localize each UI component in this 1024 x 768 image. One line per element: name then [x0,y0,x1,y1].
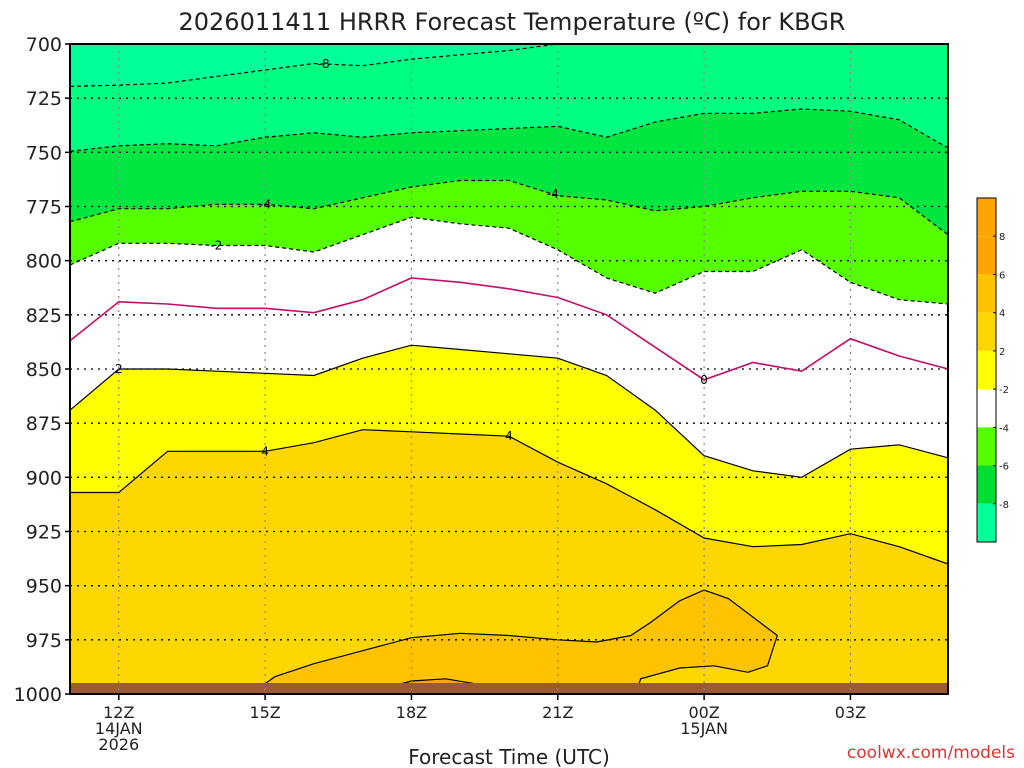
colorbar-segment [977,274,996,313]
contour-label: 0 [700,373,708,387]
y-tick-label: 800 [26,251,62,273]
y-tick-label: 825 [26,305,62,327]
y-tick-label: 925 [26,522,62,544]
x-tick-label: 15JAN [680,719,728,738]
axes: 700 725 750 775 800 825 850 875 900 925 950 975 1000… [14,34,949,754]
x-axis-label: Forecast Time (UTC) [408,745,610,768]
y-tick-label: 700 [26,34,62,56]
colorbar-segment [977,312,996,351]
chart-title: 2026011411 HRRR Forecast Temperature (ºC… [179,8,846,36]
contour-label: 4 [261,444,269,458]
contour-label: 2 [115,362,123,376]
contour-line [69,216,949,305]
contour-label: -4 [547,187,559,201]
colorbar: 8 6 4 2 -2 -4 -6 -8 [976,197,1009,543]
x-tick-label: 00Z [688,703,719,722]
contour-label: -4 [259,197,271,211]
y-tick-label: 775 [26,197,62,219]
x-tick-label: 14JAN [95,719,143,738]
colorbar-tick-label: 4 [999,309,1005,320]
y-tick-label: 850 [26,359,62,381]
colorbar-frame [976,197,997,543]
colorbar-segment [977,389,996,428]
contour-line [70,429,949,565]
colorbar-tick-label: -6 [999,462,1009,473]
y-tick-label: 875 [26,413,62,435]
x-tick-label: 2026 [98,735,139,754]
contour-label: -8 [318,57,330,71]
plot-area: -8 -4 -4 -2 2 4 4 0 [69,43,949,695]
x-tick-label: 12Z [103,703,134,722]
colorbar-segment [977,427,996,466]
colorbar-segment [977,350,996,390]
y-tick-label: 975 [26,630,62,652]
contour-line [69,277,949,381]
colorbar-segment [977,198,996,237]
y-tick-label: 1000 [14,684,62,706]
colorbar-segment [977,465,996,504]
contour-line [69,43,607,87]
colorbar-tick-label: -4 [999,423,1009,434]
colorbar-tick-label: 6 [999,270,1005,281]
x-tick-label: 18Z [396,703,427,722]
colorbar-tick-label: 2 [999,347,1005,358]
y-tick-label: 725 [26,88,62,110]
x-tick-label: 21Z [542,703,573,722]
colorbar-segment [977,503,996,542]
contour-label: -2 [210,239,222,253]
colorbar-tick-label: 8 [999,232,1005,243]
colorbar-segment [977,236,996,275]
contour-line [69,344,949,478]
watermark-text: coolwx.com/models [847,743,1015,763]
contour-label: 4 [505,429,513,443]
y-tick-label: 950 [26,576,62,598]
y-tick-label: 900 [26,467,62,489]
y-tick-label: 750 [26,142,62,164]
x-tick-label: 15Z [249,703,280,722]
contour-line [69,108,949,152]
colorbar-tick-label: -8 [999,500,1009,511]
ground-surface [70,683,948,694]
band-plus6-plus8 [248,589,779,695]
contour-line [69,179,949,236]
colorbar-tick-label: -2 [999,385,1009,396]
x-tick-label: 03Z [835,703,866,722]
